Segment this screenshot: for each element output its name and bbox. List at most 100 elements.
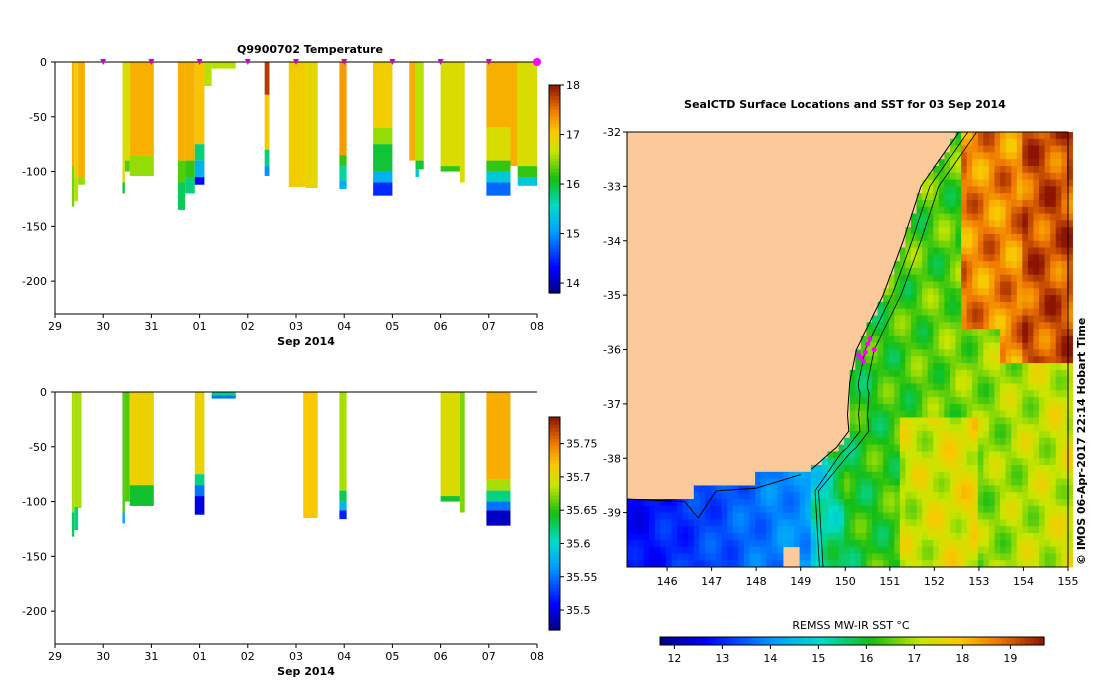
sst-cell	[1005, 403, 1012, 412]
sst-cell	[1027, 132, 1034, 140]
sst-cell	[983, 403, 990, 412]
sst-cell	[938, 437, 945, 446]
sst-cell	[949, 186, 957, 194]
sst-cell	[1000, 152, 1007, 160]
sst-cell	[894, 376, 901, 384]
sst-cell	[755, 526, 762, 534]
sst-cell	[977, 329, 984, 337]
sst-cell	[977, 410, 984, 418]
sst-cell	[910, 403, 918, 412]
sst-cell	[1005, 329, 1012, 337]
sst-cell	[877, 465, 884, 473]
sst-cell	[894, 444, 901, 452]
sst-cell	[938, 206, 945, 215]
sst-cell	[972, 499, 979, 507]
sst-cell	[933, 397, 940, 405]
sst-cell	[1055, 410, 1062, 418]
colorbar-cell	[549, 137, 560, 142]
sst-cell	[1027, 526, 1034, 534]
sst-cell	[1027, 274, 1034, 283]
sst-cell	[1061, 410, 1068, 418]
sst-cell	[1011, 519, 1018, 527]
sst-cell	[677, 560, 684, 568]
sst-cell	[1005, 220, 1012, 228]
sst-cell	[1066, 444, 1073, 452]
sst-cell	[649, 505, 656, 514]
sst-cell	[743, 512, 750, 520]
sst-cell	[849, 553, 856, 561]
sst-cell	[1011, 505, 1018, 514]
sst-cell	[1055, 261, 1062, 269]
sst-cell	[916, 322, 923, 330]
sst-cell	[994, 397, 1001, 405]
sst-cell	[994, 308, 1001, 317]
sst-cell	[1061, 499, 1068, 507]
sst-cell	[1000, 138, 1007, 147]
sst-cell	[1000, 437, 1007, 446]
lon-tick-label: 155	[1058, 575, 1079, 588]
sst-cell	[994, 424, 1001, 432]
sst-cell	[1022, 315, 1029, 323]
sst-cell	[738, 512, 745, 520]
sst-cell	[844, 553, 851, 561]
colorbar-cell	[549, 555, 560, 560]
sst-cell	[1061, 546, 1068, 554]
sst-cell	[682, 526, 689, 534]
sst-cell	[788, 519, 795, 527]
profile-6-segment-1	[177, 160, 186, 183]
sst-cell	[777, 519, 784, 527]
sst-cell	[944, 349, 951, 357]
sst-cell	[1000, 315, 1007, 323]
sst-cell	[660, 533, 667, 541]
sst-cell	[849, 390, 856, 398]
sst-cell	[1061, 315, 1068, 323]
colorbar-cell	[549, 456, 560, 461]
sst-cell	[988, 546, 995, 554]
sst-cell	[1050, 390, 1057, 398]
sst-cell	[910, 410, 918, 418]
sst-cell	[922, 315, 929, 323]
sst-cell	[916, 458, 923, 466]
sst-cell	[977, 213, 984, 221]
sst-cell	[1061, 145, 1068, 153]
sst-cell	[1011, 145, 1018, 153]
sst-cell	[905, 424, 912, 432]
sst-cell	[1055, 499, 1062, 507]
sst-colorbar-cell	[832, 637, 839, 645]
sst-cell	[944, 342, 951, 350]
sst-cell	[1016, 417, 1023, 425]
sst-cell	[710, 553, 717, 561]
sst-cell	[944, 165, 951, 174]
sst-cell	[961, 159, 968, 167]
sst-cell	[1039, 213, 1046, 221]
sst-cell	[966, 539, 973, 548]
sst-cell	[844, 560, 851, 568]
sst-cell	[944, 417, 951, 425]
sst-cell	[704, 512, 712, 520]
sst-cell	[1022, 546, 1029, 554]
sst-cell	[966, 288, 973, 296]
sst-cell	[665, 505, 673, 514]
sst-cell	[949, 247, 957, 255]
sst-cell	[927, 369, 934, 378]
sst-cell	[860, 451, 867, 459]
sst-cell	[1005, 301, 1012, 310]
sst-colorbar-cell	[722, 637, 728, 645]
sst-cell	[883, 363, 890, 371]
profile-3-segment-0	[122, 392, 125, 513]
sst-cell	[933, 417, 940, 425]
sst-cell	[1022, 159, 1029, 167]
sst-cell	[805, 505, 812, 514]
sst-cell	[933, 451, 940, 459]
sst-cell	[988, 329, 995, 337]
sst-cell	[877, 410, 884, 418]
sst-cell	[1066, 261, 1073, 269]
sst-cell	[855, 546, 862, 554]
sst-cell	[755, 471, 762, 480]
colorbar-tick-label: 17	[566, 129, 580, 142]
sst-cell	[877, 417, 884, 425]
sst-cell	[1039, 383, 1046, 391]
sst-cell	[721, 526, 728, 534]
sst-cell	[972, 560, 979, 568]
sst-cell	[866, 471, 873, 480]
